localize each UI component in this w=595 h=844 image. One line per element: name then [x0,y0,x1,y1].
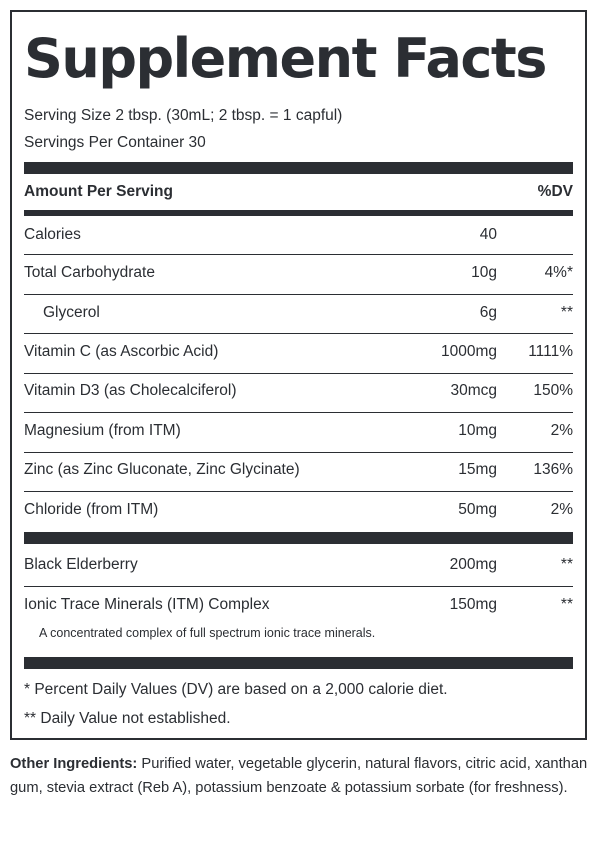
thick-divider [24,162,573,174]
nutrient-dv: 4%* [544,264,573,281]
nutrient-dv: 2% [550,422,573,439]
nutrient-amount: 40 [479,226,497,243]
nutrient-dv: 136% [533,461,573,478]
other-ingredients: Other Ingredients: Purified water, veget… [10,752,588,800]
nutrient-dv: ** [560,304,573,321]
medium-divider [24,210,573,216]
ingredient-note: A concentrated complex of full spectrum … [39,626,376,640]
row-divider [24,586,573,587]
nutrient-amount: 10g [471,264,497,281]
nutrient-amount: 6g [479,304,497,321]
row-divider [24,491,573,492]
dv-header-label: %DV [537,183,573,200]
nutrient-amount: 10mg [458,422,497,439]
row-divider [24,254,573,255]
other-ingredients-label: Other Ingredients: [10,756,138,772]
nutrient-dv: 150% [533,382,573,399]
serving-size: Serving Size 2 tbsp. (30mL; 2 tbsp. = 1 … [24,107,343,124]
nutrient-name: Magnesium (from ITM) [24,422,181,439]
row-divider [24,373,573,374]
nutrient-name: Vitamin C (as Ascorbic Acid) [24,343,219,360]
row-divider [24,452,573,453]
ingredient-amount: 200mg [449,556,497,573]
servings-per-container: Servings Per Container 30 [24,134,206,151]
row-divider [24,294,573,295]
nutrient-amount: 50mg [458,501,497,518]
nutrient-amount: 1000mg [440,343,497,360]
nutrient-name: Chloride (from ITM) [24,501,159,518]
other-ingredients-text: Purified water, vegetable glycerin, natu… [10,756,588,796]
supplement-facts-panel: Supplement Facts Serving Size 2 tbsp. (3… [10,10,587,740]
nutrient-dv: 1111% [528,343,573,360]
ingredient-name: Ionic Trace Minerals (ITM) Complex [24,596,270,613]
panel-title: Supplement Facts [24,27,547,90]
nutrient-amount: 30mcg [450,382,497,399]
ingredient-dv: ** [560,596,573,613]
footnote-dv: * Percent Daily Values (DV) are based on… [24,681,448,698]
nutrient-name: Zinc (as Zinc Gluconate, Zinc Glycinate) [24,461,300,478]
amount-per-serving-label: Amount Per Serving [24,183,173,200]
ingredient-name: Black Elderberry [24,556,138,573]
ingredient-amount: 150mg [449,596,497,613]
nutrient-dv: 2% [550,501,573,518]
nutrient-amount: 15mg [458,461,497,478]
nutrient-name: Vitamin D3 (as Cholecalciferol) [24,382,237,399]
nutrient-name: Total Carbohydrate [24,264,155,281]
row-divider [24,333,573,334]
thick-divider [24,532,573,544]
nutrient-name: Glycerol [43,304,100,321]
nutrient-name: Calories [24,226,81,243]
thick-divider [24,657,573,669]
footnote-not-established: ** Daily Value not established. [24,710,231,727]
ingredient-dv: ** [560,556,573,573]
row-divider [24,412,573,413]
